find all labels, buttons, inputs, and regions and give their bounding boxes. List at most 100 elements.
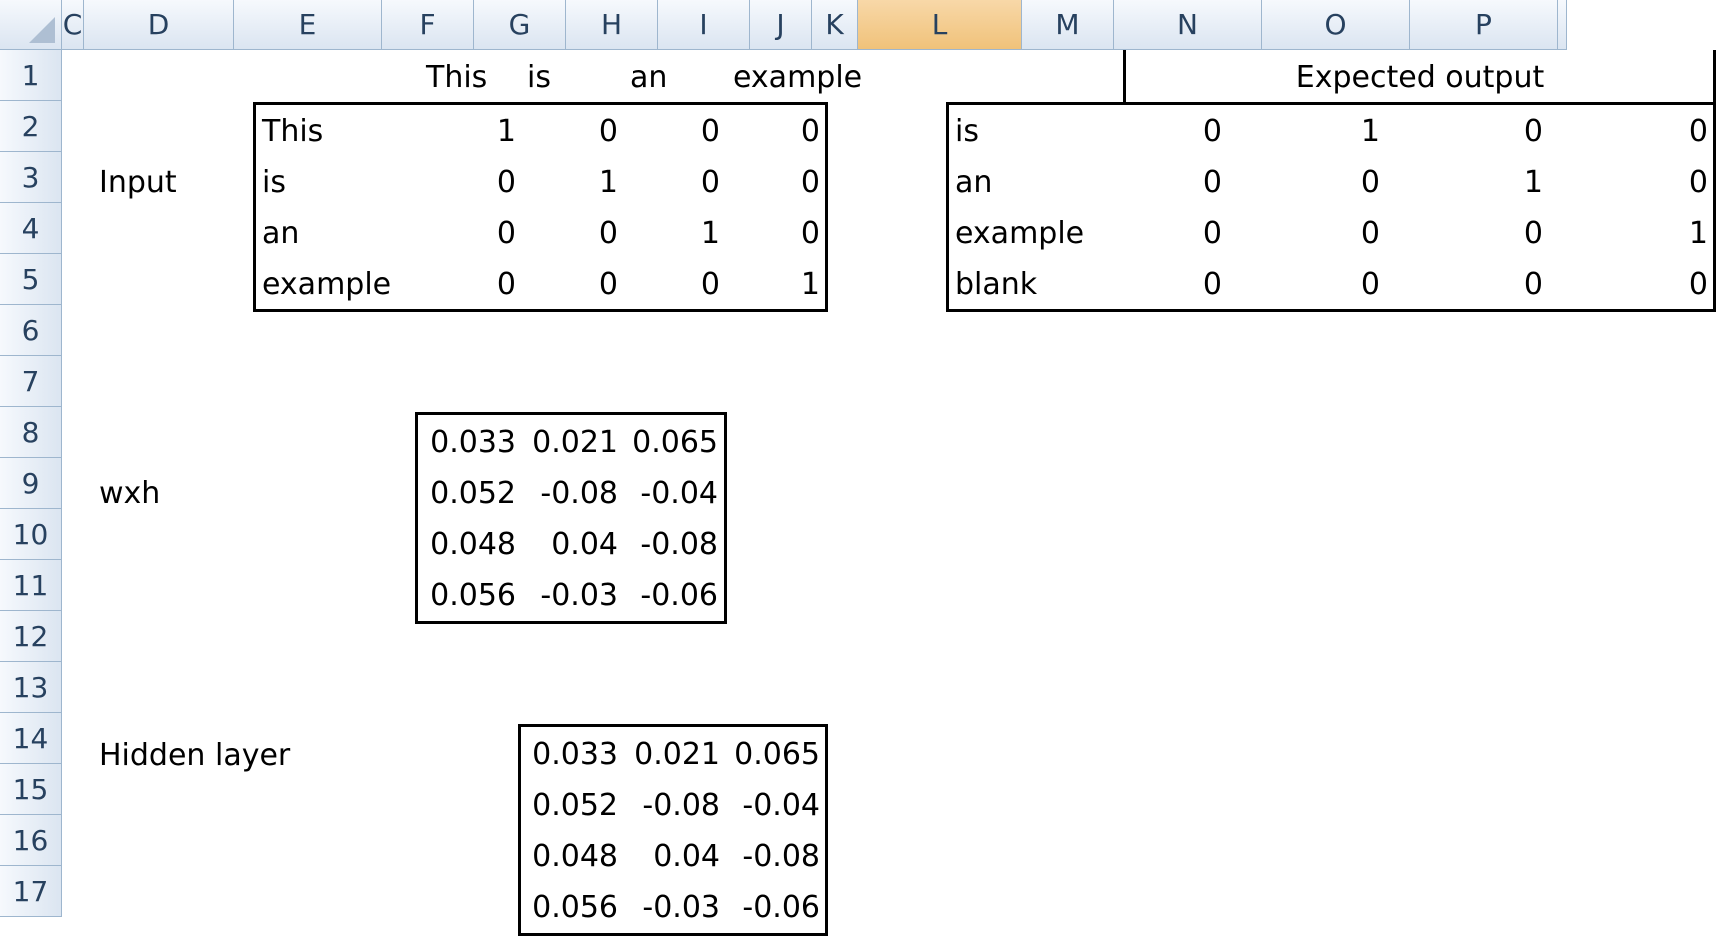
cell-header-an[interactable]: an — [630, 60, 668, 95]
row-header-10[interactable]: 10 — [0, 509, 62, 560]
hidden-value[interactable]: 0.052 — [532, 788, 618, 823]
row-header-7[interactable]: 7 — [0, 356, 62, 407]
expected-value[interactable]: 1 — [1688, 216, 1708, 251]
column-header-j[interactable]: J — [750, 0, 812, 50]
input-value[interactable]: 0 — [496, 216, 516, 251]
input-word[interactable]: an — [262, 216, 300, 251]
input-label[interactable]: Input — [99, 165, 177, 200]
column-header-m[interactable]: M — [1022, 0, 1114, 50]
row-header-8[interactable]: 8 — [0, 407, 62, 458]
expected-value[interactable]: 1 — [1523, 165, 1543, 200]
expected-word[interactable]: an — [955, 165, 993, 200]
hidden-value[interactable]: 0.033 — [532, 737, 618, 772]
input-value[interactable]: 0 — [800, 216, 820, 251]
wxh-value[interactable]: 0.033 — [430, 425, 516, 460]
expected-word[interactable]: blank — [955, 267, 1038, 302]
expected-value[interactable]: 0 — [1523, 114, 1543, 149]
hidden-value[interactable]: 0.048 — [532, 839, 618, 874]
row-header-3[interactable]: 3 — [0, 152, 62, 203]
expected-value[interactable]: 0 — [1202, 216, 1222, 251]
row-header-11[interactable]: 11 — [0, 560, 62, 611]
column-header-h[interactable]: H — [566, 0, 658, 50]
input-value[interactable]: 0 — [598, 114, 618, 149]
expected-value[interactable]: 0 — [1202, 114, 1222, 149]
row-header-5[interactable]: 5 — [0, 254, 62, 305]
hidden-value[interactable]: 0.056 — [532, 890, 618, 925]
input-value[interactable]: 0 — [700, 267, 720, 302]
input-value[interactable]: 1 — [598, 165, 618, 200]
expected-value[interactable]: 0 — [1202, 267, 1222, 302]
column-header-g[interactable]: G — [474, 0, 566, 50]
cell-header-this[interactable]: This — [426, 60, 488, 95]
expected-value[interactable]: 0 — [1360, 267, 1380, 302]
wxh-value[interactable]: -0.06 — [640, 578, 718, 613]
hidden-value[interactable]: -0.04 — [742, 788, 820, 823]
input-value[interactable]: 1 — [800, 267, 820, 302]
hidden-value[interactable]: -0.08 — [642, 788, 720, 823]
hidden-value[interactable]: 0.021 — [634, 737, 720, 772]
row-header-6[interactable]: 6 — [0, 305, 62, 356]
row-header-2[interactable]: 2 — [0, 101, 62, 152]
expected-value[interactable]: 0 — [1523, 267, 1543, 302]
row-header-14[interactable]: 14 — [0, 713, 62, 764]
row-header-15[interactable]: 15 — [0, 764, 62, 815]
hidden-layer-label[interactable]: Hidden layer — [99, 738, 291, 773]
expected-value[interactable]: 0 — [1688, 165, 1708, 200]
hidden-value[interactable]: 0.04 — [653, 839, 720, 874]
wxh-value[interactable]: -0.08 — [540, 476, 618, 511]
expected-value[interactable]: 0 — [1523, 216, 1543, 251]
input-word[interactable]: is — [262, 165, 286, 200]
column-header-n[interactable]: N — [1114, 0, 1262, 50]
row-header-1[interactable]: 1 — [0, 50, 62, 101]
row-header-13[interactable]: 13 — [0, 662, 62, 713]
column-header-i[interactable]: I — [658, 0, 750, 50]
wxh-value[interactable]: 0.056 — [430, 578, 516, 613]
column-header-c[interactable]: C — [62, 0, 84, 50]
wxh-value[interactable]: 0.04 — [551, 527, 618, 562]
input-word[interactable]: This — [262, 114, 324, 149]
row-header-9[interactable]: 9 — [0, 458, 62, 509]
column-header-l[interactable]: L — [858, 0, 1022, 50]
expected-value[interactable]: 0 — [1688, 114, 1708, 149]
input-value[interactable]: 1 — [700, 216, 720, 251]
row-header-4[interactable]: 4 — [0, 203, 62, 254]
input-value[interactable]: 1 — [496, 114, 516, 149]
input-value[interactable]: 0 — [800, 114, 820, 149]
wxh-value[interactable]: -0.03 — [540, 578, 618, 613]
cell-header-is[interactable]: is — [527, 60, 551, 95]
hidden-value[interactable]: -0.08 — [742, 839, 820, 874]
expected-value[interactable]: 0 — [1360, 165, 1380, 200]
column-header-o[interactable]: O — [1262, 0, 1410, 50]
wxh-value[interactable]: 0.052 — [430, 476, 516, 511]
select-all-corner[interactable] — [0, 0, 62, 50]
input-value[interactable]: 0 — [496, 165, 516, 200]
wxh-value[interactable]: -0.08 — [640, 527, 718, 562]
column-header-e[interactable]: E — [234, 0, 382, 50]
input-word[interactable]: example — [262, 267, 392, 302]
hidden-value[interactable]: -0.03 — [642, 890, 720, 925]
column-header-p[interactable]: P — [1410, 0, 1558, 50]
input-value[interactable]: 0 — [700, 165, 720, 200]
expected-output-title[interactable]: Expected output — [1295, 60, 1545, 95]
row-header-17[interactable]: 17 — [0, 866, 62, 917]
expected-value[interactable]: 0 — [1688, 267, 1708, 302]
expected-word[interactable]: example — [955, 216, 1085, 251]
wxh-value[interactable]: 0.048 — [430, 527, 516, 562]
expected-word[interactable]: is — [955, 114, 979, 149]
expected-value[interactable]: 0 — [1202, 165, 1222, 200]
expected-value[interactable]: 1 — [1360, 114, 1380, 149]
wxh-value[interactable]: 0.065 — [632, 425, 718, 460]
wxh-label[interactable]: wxh — [99, 476, 161, 511]
row-header-16[interactable]: 16 — [0, 815, 62, 866]
input-value[interactable]: 0 — [800, 165, 820, 200]
input-value[interactable]: 0 — [700, 114, 720, 149]
column-header-d[interactable]: D — [84, 0, 234, 50]
column-header-k[interactable]: K — [812, 0, 858, 50]
hidden-value[interactable]: -0.06 — [742, 890, 820, 925]
input-value[interactable]: 0 — [598, 267, 618, 302]
hidden-value[interactable]: 0.065 — [734, 737, 820, 772]
cell-header-example[interactable]: example — [733, 60, 863, 95]
wxh-value[interactable]: -0.04 — [640, 476, 718, 511]
input-value[interactable]: 0 — [496, 267, 516, 302]
row-header-12[interactable]: 12 — [0, 611, 62, 662]
